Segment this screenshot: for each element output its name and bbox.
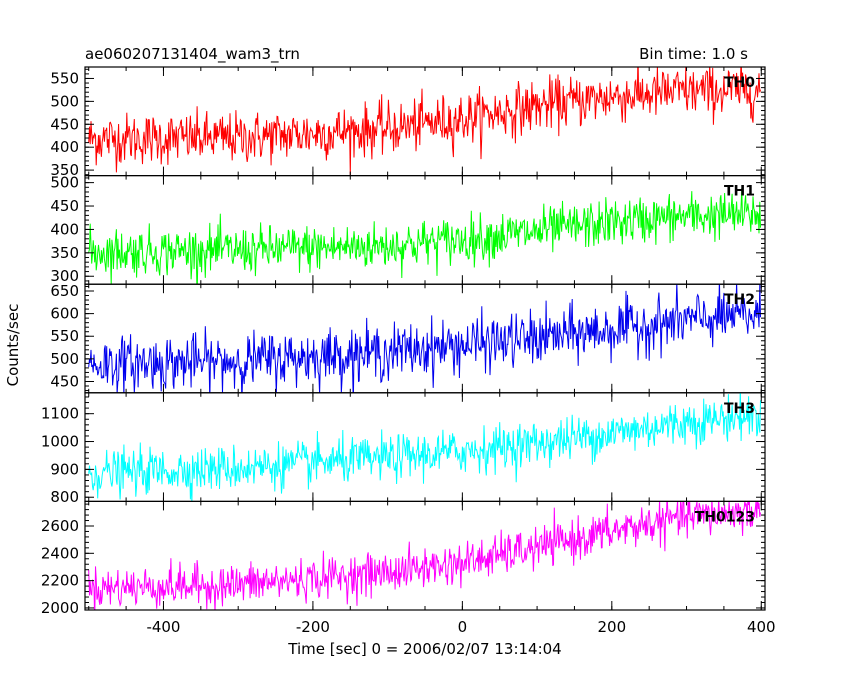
y-tick-label: 300: [50, 267, 79, 285]
x-tick-label: 0: [458, 618, 468, 636]
series-line-th2: [88, 284, 761, 393]
y-tick-label: 2600: [41, 517, 79, 535]
y-tick-label: 900: [50, 460, 79, 478]
y-tick-label: 400: [50, 138, 79, 156]
x-tick-label: -200: [296, 618, 330, 636]
x-tick-label: -400: [146, 618, 180, 636]
x-axis-label: Time [sec] 0 = 2006/02/07 13:14:04: [287, 640, 561, 658]
panel-label-th0: TH0: [724, 75, 755, 91]
y-tick-label: 450: [50, 197, 79, 215]
x-axis: -400 -200 0 200 400: [146, 618, 775, 636]
panel-label-th1: TH1: [724, 184, 755, 200]
bin-time-label: Bin time: 1.0 s: [639, 45, 748, 63]
y-tick-label: 600: [50, 305, 79, 323]
y-tick-label: 400: [50, 220, 79, 238]
panel-th3: 800 900 1000 1100 TH3: [41, 392, 766, 506]
panel-th0123: 2000 2200 2400 2600 TH0123: [41, 500, 766, 617]
y-tick-label: 500: [50, 92, 79, 110]
panel-label-th3: TH3: [724, 401, 755, 417]
panel-th1: 300 350 400 450 500 TH1: [50, 174, 766, 285]
y-tick-label: 550: [50, 327, 79, 345]
y-tick-label: 1100: [41, 405, 79, 423]
y-tick-label: 2200: [41, 572, 79, 590]
y-tick-label: 2000: [41, 599, 79, 617]
y-tick-label: 550: [50, 69, 79, 87]
series-line-th0: [88, 67, 761, 176]
y-tick-label: 500: [50, 174, 79, 192]
x-tick-label: 400: [747, 618, 776, 636]
series-line-th0123: [88, 501, 761, 610]
y-axis-label: Counts/sec: [4, 304, 22, 387]
y-tick-label: 350: [50, 244, 79, 262]
y-tick-label: 350: [50, 161, 79, 179]
panels: 350 400 450 500 550 TH0 300 350 400 450 500 TH1 450 5…: [41, 66, 766, 617]
panel-th0: 350 400 450 500 550 TH0: [50, 66, 766, 179]
panel-label-th2: TH2: [724, 292, 755, 308]
y-tick-label: 800: [50, 488, 79, 506]
panel-label-th0123: TH0123: [695, 509, 755, 525]
y-tick-label: 450: [50, 372, 79, 390]
y-tick-label: 450: [50, 115, 79, 133]
panel-th2: 450 500 550 600 650 TH2: [50, 282, 766, 394]
y-tick-label: 500: [50, 350, 79, 368]
y-tick-label: 1000: [41, 433, 79, 451]
panel-frame: [84, 283, 766, 394]
x-tick-label: 200: [597, 618, 626, 636]
y-tick-label: 650: [50, 282, 79, 300]
plot-title: ae060207131404_wam3_trn: [85, 45, 300, 64]
series-line-th3: [88, 392, 761, 502]
y-tick-label: 2400: [41, 544, 79, 562]
series-line-th1: [88, 188, 761, 285]
